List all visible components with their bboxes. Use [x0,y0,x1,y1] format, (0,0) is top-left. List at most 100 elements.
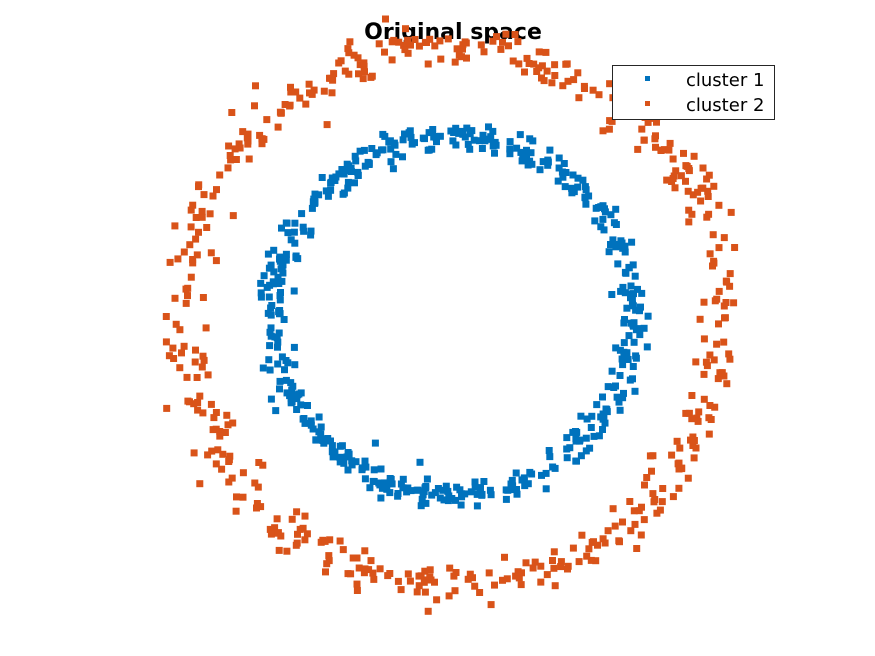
scatter-point [180,342,188,350]
scatter-point [516,131,524,139]
scatter-point [673,437,681,445]
scatter-point [416,458,424,466]
scatter-point [387,145,395,153]
legend-box [612,65,775,120]
scatter-point [670,172,678,180]
scatter-point [200,191,208,199]
legend-label-cluster-2: cluster 2 [686,95,764,116]
scatter-point [668,178,676,185]
scatter-point [365,161,373,168]
scatter-point [340,189,348,197]
scatter-point [193,251,201,259]
scatter-point [430,133,438,141]
scatter-point [311,198,319,206]
scatter-point [191,358,199,366]
scatter-point [307,231,315,239]
scatter-point [609,505,617,513]
scatter-point [690,454,698,462]
scatter-point [636,331,644,339]
scatter-point [347,570,355,578]
scatter-point [582,186,590,194]
scatter-point [715,320,722,328]
scatter-point [384,572,392,580]
scatter-point [353,554,361,562]
scatter-point [303,530,311,538]
scatter-point [208,447,216,455]
scatter-point [709,231,717,239]
scatter-point [407,133,415,141]
scatter-point [415,572,423,580]
scatter-point [682,409,690,417]
scatter-point [307,417,315,425]
scatter-point [338,166,346,173]
scatter-point [276,255,283,263]
scatter-point [212,460,220,468]
scatter-point [294,391,302,399]
scatter-point [688,210,696,218]
scatter-point [307,421,315,429]
scatter-point [452,569,460,576]
scatter-point [710,257,718,265]
scatter-point [502,486,510,494]
scatter-point [370,478,378,485]
scatter-point [381,48,388,56]
scatter-point [700,298,708,306]
scatter-point [267,332,275,340]
scatter-point [610,384,618,391]
scatter-point [301,536,309,544]
scatter-point [267,530,275,538]
scatter-point [224,421,232,429]
scatter-point [478,491,486,499]
scatter-point [720,234,728,242]
scatter-point [610,219,618,227]
scatter-point [422,499,430,507]
scatter-point [296,525,304,533]
scatter-point [399,484,407,492]
scatter-point [163,404,171,412]
scatter-point [585,192,593,200]
scatter-point [370,466,378,474]
scatter-point [235,140,243,148]
scatter-point [171,294,179,302]
scatter-point [379,146,387,154]
scatter-point [324,192,332,200]
scatter-point [640,516,648,524]
scatter-point [289,382,297,390]
scatter-point [714,375,722,383]
scatter-point [557,563,565,571]
scatter-point [555,164,563,172]
scatter-point [304,402,311,409]
scatter-point [424,60,432,68]
scatter-point [354,54,362,62]
scatter-point [420,488,428,496]
scatter-point [470,136,478,144]
scatter-point [308,204,316,212]
scatter-point [190,400,198,408]
scatter-point [466,145,474,153]
scatter-point [228,474,236,482]
scatter-point [538,62,546,70]
scatter-point [599,535,607,543]
scatter-point [402,25,409,33]
scatter-point [269,278,277,286]
scatter-point [603,406,611,414]
scatter-point [172,320,180,328]
scatter-point [307,227,315,235]
scatter-point [281,366,288,374]
scatter-point [554,177,562,185]
scatter-point [259,461,267,469]
scatter-point [440,496,448,504]
scatter-point [182,299,190,307]
scatter-point [450,572,458,580]
scatter-point [574,69,582,77]
scatter-point [711,403,719,411]
scatter-point [710,182,718,190]
scatter-point [628,238,636,246]
scatter-point [336,458,344,466]
scatter-point [448,495,456,502]
scatter-point [196,392,204,400]
scatter-point [283,219,291,227]
scatter-point [194,406,202,414]
scatter-point [665,146,673,154]
scatter-point [685,218,693,226]
